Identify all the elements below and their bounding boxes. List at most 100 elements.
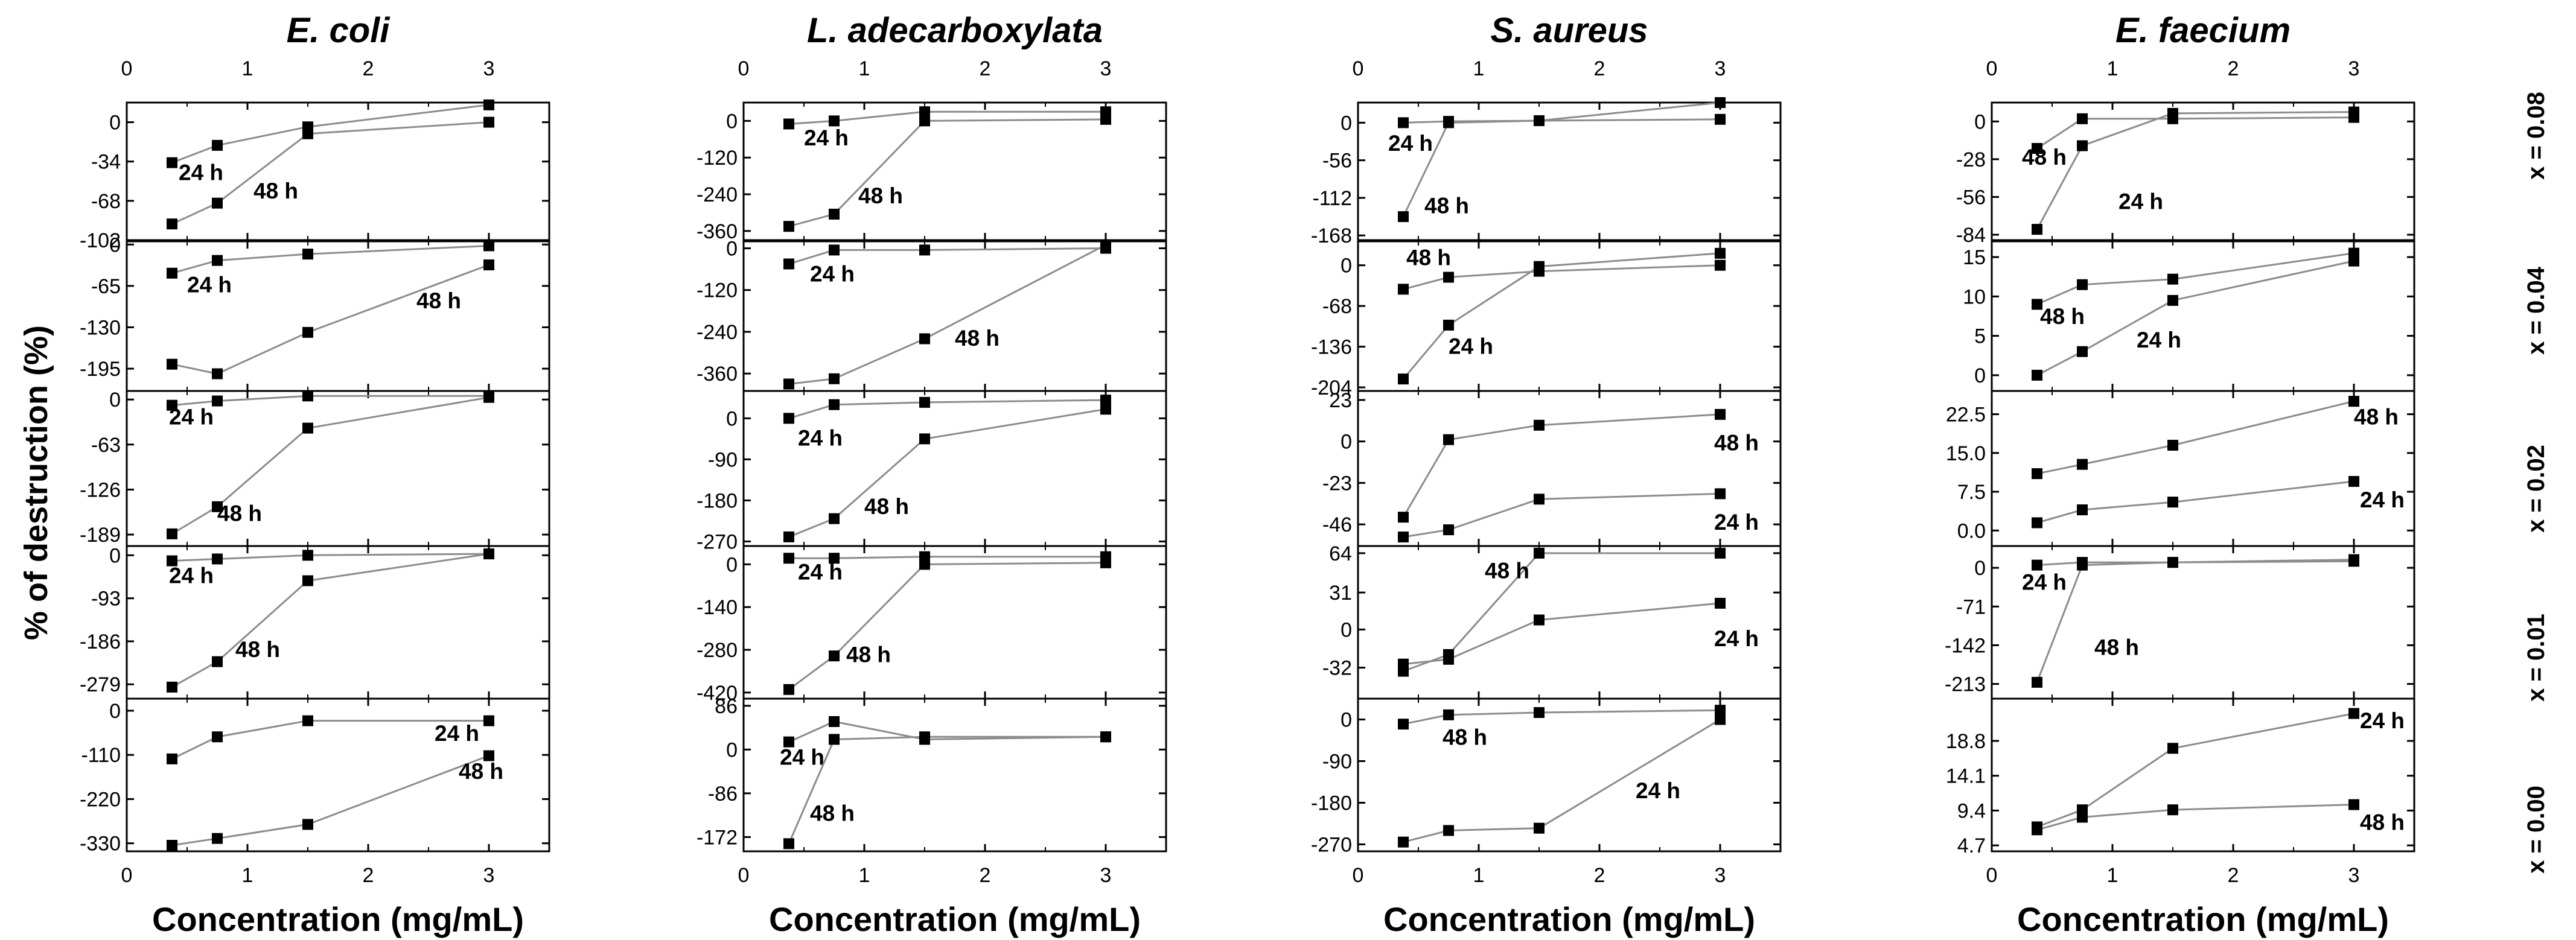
series-label-48-h: 48 h xyxy=(2022,145,2067,170)
series-line-24-h xyxy=(788,110,1106,125)
data-point-24-h xyxy=(1534,614,1545,626)
row-label-x002: x = 0.02 xyxy=(2523,445,2549,533)
panel-e-faecium-row-1: 15 10 5 0 48 h 24 h xyxy=(1963,240,2415,392)
data-point-24-h xyxy=(2167,743,2178,754)
data-point-24-h xyxy=(1398,658,1409,670)
row-label-x008: x = 0.08 xyxy=(2523,92,2549,180)
y-tick-label: 0 xyxy=(109,700,121,723)
data-point-24-h xyxy=(829,553,840,564)
data-point-24-h xyxy=(167,399,177,411)
y-tick-label: 9.4 xyxy=(1957,799,1986,822)
x-tick-label: 0 xyxy=(1353,864,1364,887)
series-label-48-h: 48 h xyxy=(235,637,280,662)
data-point-24-h xyxy=(783,553,794,564)
data-point-48-h xyxy=(167,528,177,539)
data-point-48-h xyxy=(1715,547,1726,559)
data-point-24-h xyxy=(2032,224,2042,235)
data-point-48-h xyxy=(1534,115,1545,127)
data-point-48-h xyxy=(212,368,223,379)
y-tick-label: -56 xyxy=(1322,150,1352,173)
series-line-48-h xyxy=(2036,400,2354,475)
series-label-24-h: 24 h xyxy=(169,405,214,430)
y-tick-label: -180 xyxy=(1311,792,1352,815)
series-line-24-h xyxy=(1403,492,1721,538)
data-point-48-h xyxy=(783,378,794,390)
data-point-48-h xyxy=(302,575,313,586)
data-point-48-h xyxy=(919,115,930,127)
data-point-24-h xyxy=(302,715,313,726)
data-point-24-h xyxy=(483,715,494,726)
y-tick-label: 18.8 xyxy=(1946,730,1986,753)
data-point-24-h xyxy=(1715,488,1726,500)
y-tick-label: -360 xyxy=(697,363,738,386)
x-tick-label: 1 xyxy=(2107,864,2119,887)
x-tick-label-top: 0 xyxy=(738,57,750,80)
data-point-24-h xyxy=(783,413,794,424)
data-point-48-h xyxy=(2167,804,2178,816)
series-line-24-h xyxy=(2036,713,2354,828)
series-label-48-h: 48 h xyxy=(846,642,891,667)
y-tick-label: -186 xyxy=(80,630,121,653)
series-label-24-h: 24 h xyxy=(1714,510,1759,535)
data-point-48-h xyxy=(212,833,223,844)
y-tick-label: 0 xyxy=(109,233,121,256)
y-tick-label: -71 xyxy=(1956,595,1986,618)
data-point-48-h xyxy=(2077,113,2088,124)
x-tick-label: 3 xyxy=(2348,864,2360,887)
panel-frame xyxy=(1991,697,2415,853)
panel-e-faecium-row-0: 0 -28 -56 -84 48 h 24 h xyxy=(1956,101,2415,247)
series-label-48-h: 48 h xyxy=(2354,405,2399,430)
data-point-24-h xyxy=(302,550,313,561)
panel-l-adecarboxylata-row-1: 0 -120 -240 -360 24 h 48 h xyxy=(697,238,1167,392)
data-point-48-h xyxy=(1443,117,1454,129)
series-line-24-h xyxy=(2036,260,2354,376)
panel-l-adecarboxylata-row-4: 86 0 -86 -172 24 h 48 h xyxy=(697,695,1167,853)
y-tick-label: 15.0 xyxy=(1946,442,1986,465)
data-point-48-h xyxy=(1534,707,1545,718)
series-label-24-h: 24 h xyxy=(810,261,855,286)
panel-s-aureus-row-0: 0 -56 -112 -168 24 h 48 h xyxy=(1311,97,1782,247)
series-line-48-h xyxy=(1403,709,1721,725)
series-label-48-h: 48 h xyxy=(416,288,461,313)
panel-frame xyxy=(1991,101,2415,241)
y-tick-label: 0.0 xyxy=(1957,519,1986,542)
series-label-24-h: 24 h xyxy=(2119,189,2163,214)
y-tick-label: 0 xyxy=(726,407,738,430)
series-label-48-h: 48 h xyxy=(955,326,999,351)
data-point-48-h xyxy=(167,358,177,370)
y-tick-label: -84 xyxy=(1956,224,1986,247)
y-tick-label: -280 xyxy=(697,639,738,662)
x-tick-label: 2 xyxy=(1594,864,1605,887)
data-point-48-h xyxy=(167,840,177,851)
data-point-48-h xyxy=(1100,239,1111,250)
data-point-48-h xyxy=(302,422,313,434)
data-point-24-h xyxy=(167,753,177,764)
x-tick-label: 0 xyxy=(1986,864,1998,887)
data-point-48-h xyxy=(783,838,794,849)
data-point-48-h xyxy=(167,681,177,693)
x-tick-label: 3 xyxy=(1100,864,1112,887)
data-point-24-h xyxy=(2077,346,2088,357)
data-point-24-h xyxy=(483,99,494,110)
y-tick-label: -220 xyxy=(80,788,121,811)
data-point-48-h xyxy=(483,116,494,128)
data-point-48-h xyxy=(1398,211,1409,223)
row-labels: x = 0.08 x = 0.04 x = 0.02 x = 0.01 x = … xyxy=(2523,92,2549,874)
series-line-48-h xyxy=(788,735,1106,844)
data-point-24-h xyxy=(212,139,223,151)
series-label-24-h: 24 h xyxy=(2137,328,2181,352)
data-point-24-h xyxy=(783,258,794,270)
panel-e-coli-row-3: 0 -93 -186 -279 24 h 48 h xyxy=(80,544,550,700)
panel-l-adecarboxylata-row-0: 0 -120 -240 -360 24 h 48 h xyxy=(697,101,1167,243)
panel-frame xyxy=(1357,697,1782,853)
y-tick-label: -68 xyxy=(91,190,121,213)
data-point-24-h xyxy=(2077,140,2088,151)
data-point-48-h xyxy=(829,373,840,384)
series-label-48-h: 48 h xyxy=(810,801,855,825)
data-point-48-h xyxy=(783,531,794,542)
y-tick-label: 0 xyxy=(1341,431,1352,454)
y-tick-label: -90 xyxy=(1322,751,1352,773)
y-tick-label: -65 xyxy=(91,275,121,298)
y-tick-label: -140 xyxy=(697,596,738,619)
